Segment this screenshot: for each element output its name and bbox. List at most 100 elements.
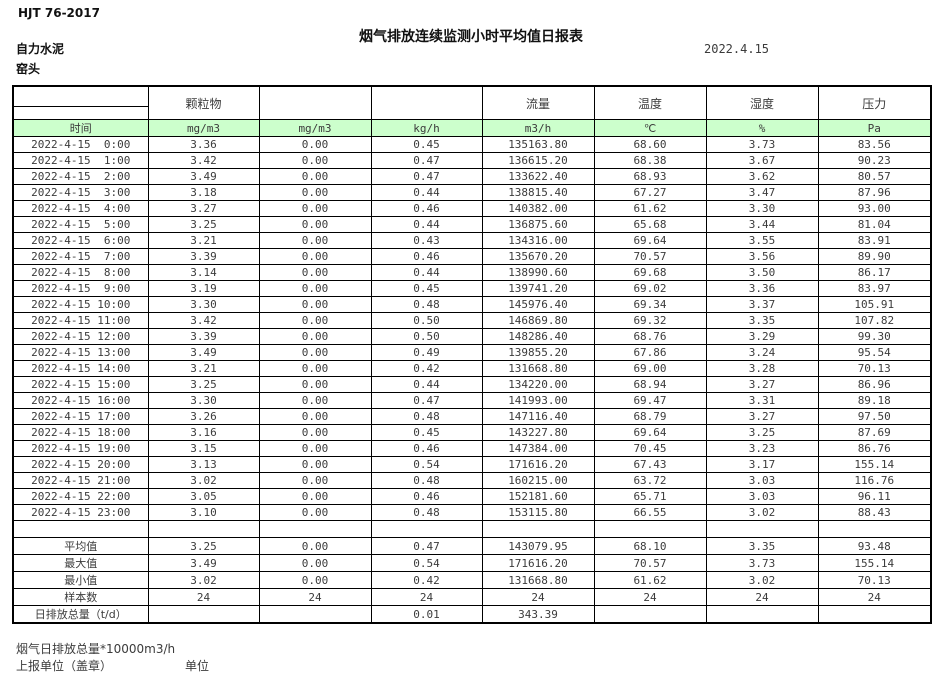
page-title: 烟气排放连续监测小时平均值日报表	[359, 29, 583, 45]
summary-value-cell: 0.01	[370, 605, 483, 624]
value-cell: 0.48	[370, 296, 483, 313]
value-cell: 3.30	[705, 200, 819, 217]
value-cell: 69.00	[593, 360, 707, 377]
summary-value-cell: 343.39	[481, 605, 595, 624]
value-cell: 141993.00	[481, 392, 595, 409]
table-row: 2022-4-15 9:00 3.19 0.00 0.45 139741.20 69.02…	[12, 280, 932, 297]
value-cell: 70.13	[817, 360, 932, 377]
value-cell: 148286.40	[481, 328, 595, 345]
value-cell: 3.30	[147, 392, 260, 409]
value-cell: 0.00	[258, 504, 372, 521]
summary-row: 最小值 3.02 0.00 0.42 131668.80 61.62 3.02 70.13	[12, 571, 932, 589]
time-cell: 2022-4-15 18:00	[12, 424, 149, 441]
value-cell: 136875.60	[481, 216, 595, 233]
time-cell: 2022-4-15 23:00	[12, 504, 149, 521]
value-cell: 86.76	[817, 440, 932, 457]
value-cell: 0.00	[258, 376, 372, 393]
table-row: 2022-4-15 21:00 3.02 0.00 0.48 160215.00 63.7…	[12, 472, 932, 489]
column-group-header: 流量	[481, 85, 595, 120]
summary-value-cell	[593, 605, 707, 624]
value-cell: 0.46	[370, 200, 483, 217]
value-cell: 68.60	[593, 136, 707, 153]
table-row: 2022-4-15 19:00 3.15 0.00 0.46 147384.00 70.4…	[12, 440, 932, 457]
value-cell: 0.00	[258, 280, 372, 297]
table-row: 2022-4-15 11:00 3.42 0.00 0.50 146869.80 69.3…	[12, 312, 932, 329]
value-cell: 0.46	[370, 440, 483, 457]
time-cell: 2022-4-15 15:00	[12, 376, 149, 393]
value-cell: 0.48	[370, 408, 483, 425]
time-cell: 2022-4-15 16:00	[12, 392, 149, 409]
summary-value-cell: 3.25	[147, 537, 260, 555]
summary-value-cell	[705, 605, 819, 624]
value-cell: 133622.40	[481, 168, 595, 185]
summary-value-cell: 24	[817, 588, 932, 606]
unit-cell: m3/h	[481, 119, 595, 137]
value-cell: 89.18	[817, 392, 932, 409]
value-cell: 3.49	[147, 344, 260, 361]
table-row: 2022-4-15 1:00 3.42 0.00 0.47 136615.20 68.38…	[12, 152, 932, 169]
unit-cell: mg/m3	[147, 119, 260, 137]
summary-value-cell: 24	[705, 588, 819, 606]
report-unit-label: 上报单位（盖章）	[16, 659, 113, 673]
value-cell: 68.93	[593, 168, 707, 185]
value-cell: 3.55	[705, 232, 819, 249]
value-cell: 3.39	[147, 248, 260, 265]
value-cell: 68.76	[593, 328, 707, 345]
table-row: 2022-4-15 18:00 3.16 0.00 0.45 143227.80 69.6…	[12, 424, 932, 441]
value-cell: 0.00	[258, 184, 372, 201]
value-cell: 3.10	[147, 504, 260, 521]
value-cell: 0.46	[370, 488, 483, 505]
value-cell: 80.57	[817, 168, 932, 185]
table-row: 2022-4-15 2:00 3.49 0.00 0.47 133622.40 68.93…	[12, 168, 932, 185]
value-cell: 97.50	[817, 408, 932, 425]
table-row: 2022-4-15 7:00 3.39 0.00 0.46 135670.20 70.57…	[12, 248, 932, 265]
value-cell: 3.02	[705, 504, 819, 521]
unit-cell: %	[705, 119, 819, 137]
value-cell: 3.47	[705, 184, 819, 201]
value-cell: 3.23	[705, 440, 819, 457]
column-group-header	[258, 85, 372, 120]
value-cell: 0.50	[370, 328, 483, 345]
value-cell: 0.44	[370, 376, 483, 393]
value-cell: 147116.40	[481, 408, 595, 425]
value-cell: 3.42	[147, 312, 260, 329]
value-cell: 3.62	[705, 168, 819, 185]
value-cell: 3.29	[705, 328, 819, 345]
value-cell: 86.17	[817, 264, 932, 281]
table-row: 2022-4-15 3:00 3.18 0.00 0.44 138815.40 67.27…	[12, 184, 932, 201]
value-cell: 0.00	[258, 264, 372, 281]
summary-label-cell: 最小值	[12, 571, 149, 589]
value-cell: 68.38	[593, 152, 707, 169]
empty-cell	[593, 520, 707, 538]
standard-code: HJT 76-2017	[18, 6, 100, 20]
unit-cell: Pa	[817, 119, 932, 137]
value-cell: 140382.00	[481, 200, 595, 217]
time-cell: 2022-4-15 10:00	[12, 296, 149, 313]
value-cell: 3.27	[147, 200, 260, 217]
time-cell: 2022-4-15 1:00	[12, 152, 149, 169]
value-cell: 69.34	[593, 296, 707, 313]
empty-cell	[147, 520, 260, 538]
summary-value-cell: 0.54	[370, 554, 483, 572]
value-cell: 0.45	[370, 136, 483, 153]
value-cell: 0.00	[258, 312, 372, 329]
value-cell: 147384.00	[481, 440, 595, 457]
summary-value-cell: 70.57	[593, 554, 707, 572]
value-cell: 3.26	[147, 408, 260, 425]
time-cell: 2022-4-15 12:00	[12, 328, 149, 345]
value-cell: 3.17	[705, 456, 819, 473]
value-cell: 95.54	[817, 344, 932, 361]
value-cell: 3.16	[147, 424, 260, 441]
value-cell: 135670.20	[481, 248, 595, 265]
value-cell: 3.73	[705, 136, 819, 153]
value-cell: 0.00	[258, 440, 372, 457]
table-row: 2022-4-15 5:00 3.25 0.00 0.44 136875.60 65.68…	[12, 216, 932, 233]
summary-value-cell: 70.13	[817, 571, 932, 589]
table-row: 2022-4-15 22:00 3.05 0.00 0.46 152181.60 65.7…	[12, 488, 932, 505]
table-row: 2022-4-15 8:00 3.14 0.00 0.44 138990.60 69.68…	[12, 264, 932, 281]
value-cell: 107.82	[817, 312, 932, 329]
summary-value-cell: 171616.20	[481, 554, 595, 572]
value-cell: 69.02	[593, 280, 707, 297]
value-cell: 0.00	[258, 200, 372, 217]
value-cell: 0.00	[258, 328, 372, 345]
